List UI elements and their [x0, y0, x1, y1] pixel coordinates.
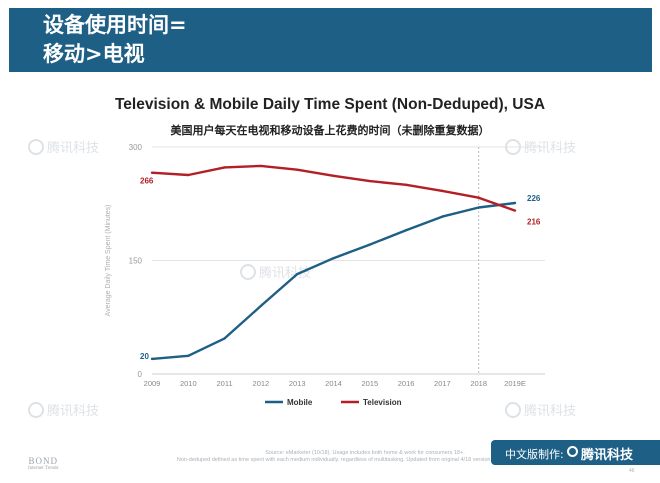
watermark: 腾讯科技: [505, 400, 576, 419]
television-data-point: [296, 168, 299, 171]
television-legend-label: Television: [363, 398, 402, 407]
television-data-point: [332, 174, 335, 177]
television-start-label: 266: [140, 177, 154, 186]
mobile-data-point: [223, 337, 226, 340]
tencent-logo-icon: [28, 402, 44, 418]
television-data-point: [441, 189, 444, 193]
mobile-legend-label: Mobile: [287, 398, 313, 407]
credit-badge: 中文版制作: 腾讯科技: [491, 440, 660, 465]
x-tick-label: 2011: [217, 379, 233, 388]
television-data-point: [223, 166, 226, 169]
tencent-logo-icon: [240, 264, 256, 280]
television-data-point: [368, 179, 371, 183]
source-line: Non-deduped defined as time spent with e…: [176, 457, 554, 463]
mobile-data-point: [404, 229, 408, 232]
television-series-line: [151, 164, 516, 212]
source-note: Source: eMarketer (10/18). Usage include…: [150, 450, 580, 464]
x-tick-label: 2018: [470, 379, 487, 388]
y-tick-label: 0: [138, 370, 143, 379]
watermark: 腾讯科技: [28, 400, 99, 419]
television-data-point: [477, 196, 480, 199]
bond-logo-word: BOND: [28, 456, 58, 466]
slide-title-line1: 设备使用时间=: [43, 13, 187, 37]
chart-title: Television & Mobile Daily Time Spent (No…: [114, 96, 546, 113]
y-axis-label: Average Daily Time Spent (Minutes): [105, 205, 112, 317]
mobile-data-point: [187, 354, 190, 358]
credit-badge-brand: 腾讯科技: [581, 448, 634, 463]
television-data-point: [259, 164, 263, 168]
tencent-logo-icon: [28, 139, 44, 155]
television-data-point: [513, 209, 517, 212]
x-tick-label: 2016: [398, 379, 415, 388]
credit-badge-label: 中文版制作:: [505, 448, 564, 461]
source-line: Source: eMarketer (10/18). Usage include…: [265, 450, 465, 456]
mobile-data-point: [368, 243, 371, 246]
mobile-data-point: [259, 304, 263, 308]
bond-logo-subtitle: Internet Trends: [28, 466, 59, 471]
mobile-end-label: 226: [527, 194, 541, 203]
chart-subtitle: 美国用户每天在电视和移动设备上花费的时间（未删除重复数据）: [170, 124, 490, 137]
x-tick-label: 2013: [289, 379, 306, 388]
tencent-logo-icon: [567, 446, 578, 457]
slide-title-line2: 移动>电视: [43, 42, 145, 66]
x-tick-label: 2009: [144, 379, 161, 388]
x-tick-label: 2012: [253, 379, 270, 388]
tencent-logo-icon: [505, 402, 521, 418]
watermark: 腾讯科技: [28, 137, 99, 156]
y-tick-label: 300: [129, 143, 143, 152]
watermark: 腾讯科技: [240, 262, 311, 281]
mobile-data-point: [513, 201, 517, 205]
television-data-point: [404, 183, 408, 187]
x-tick-label: 2010: [180, 379, 197, 388]
x-tick-label: 2019E: [504, 379, 526, 388]
mobile-data-point: [332, 257, 335, 260]
x-tick-label: 2014: [325, 379, 342, 388]
x-tick-label: 2015: [361, 379, 378, 388]
mobile-data-point: [441, 215, 444, 218]
x-tick-label: 2017: [434, 379, 451, 388]
mobile-data-point: [296, 272, 299, 276]
television-end-label: 216: [527, 218, 541, 227]
slide-header: 设备使用时间= 移动>电视: [9, 8, 652, 72]
page-number: 46: [629, 468, 635, 474]
mobile-data-point: [150, 357, 154, 361]
television-data-point: [150, 171, 154, 174]
bond-logo: BOND Internet Trends: [28, 456, 58, 471]
television-data-point: [187, 173, 190, 177]
mobile-series-line: [151, 201, 516, 361]
y-tick-label: 150: [129, 257, 143, 266]
mobile-data-point: [477, 206, 480, 209]
mobile-start-label: 20: [140, 352, 149, 361]
